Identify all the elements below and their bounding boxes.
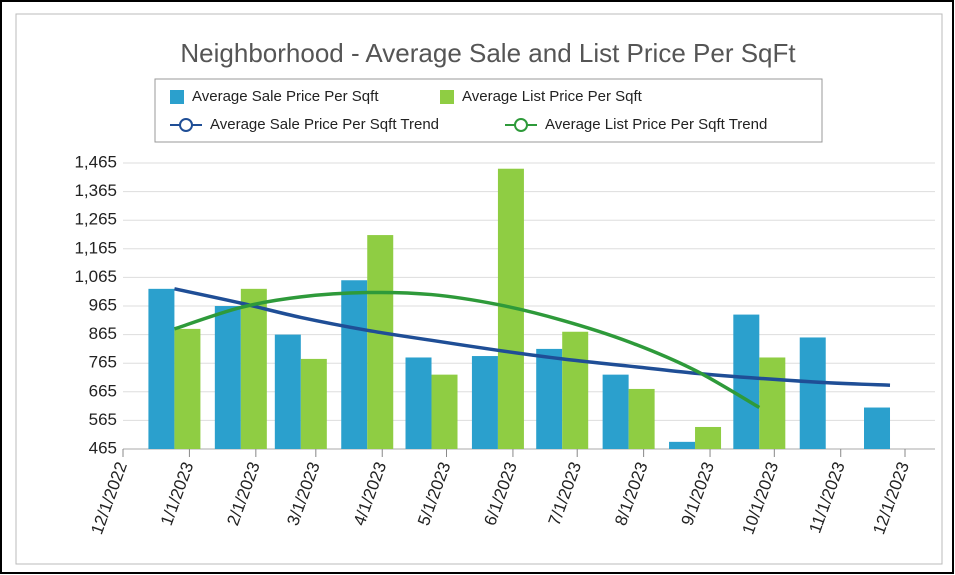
bar: [431, 374, 458, 449]
legend-label: Average Sale Price Per Sqft Trend: [210, 116, 439, 133]
legend-swatch: [170, 90, 184, 104]
y-tick-label: 765: [89, 353, 117, 372]
legend-marker: [179, 118, 193, 132]
bar: [536, 348, 563, 449]
bar: [148, 288, 175, 449]
legend-box: [154, 78, 823, 143]
chart-title: Neighborhood - Average Sale and List Pri…: [180, 38, 796, 68]
bar: [174, 328, 201, 449]
bar: [602, 374, 629, 449]
trend-line: [173, 290, 761, 410]
y-tick-label: 1,165: [74, 238, 117, 257]
y-tick-label: 865: [89, 324, 117, 343]
trend-line: [174, 287, 891, 387]
legend-swatch: [440, 90, 454, 104]
y-tick-label: 465: [89, 438, 117, 457]
bar: [471, 356, 498, 449]
bar: [214, 306, 241, 449]
y-tick-label: 565: [89, 410, 117, 429]
inner-frame: [15, 13, 943, 565]
y-tick-label: 1,465: [74, 152, 117, 171]
legend-label: Average List Price Per Sqft Trend: [545, 116, 767, 133]
y-tick-label: 665: [89, 381, 117, 400]
bar: [733, 314, 760, 449]
bar: [695, 426, 722, 449]
bar: [240, 288, 267, 449]
y-tick-label: 1,365: [74, 181, 117, 200]
bar: [405, 357, 432, 449]
bar: [367, 235, 394, 449]
legend-label: Average Sale Price Per Sqft: [192, 88, 379, 105]
bar: [864, 407, 891, 449]
bar: [274, 334, 301, 449]
y-tick-label: 965: [89, 295, 117, 314]
legend-label: Average List Price Per Sqft: [462, 88, 643, 105]
legend-marker: [514, 118, 528, 132]
bar: [628, 388, 655, 449]
y-tick-label: 1,065: [74, 267, 117, 286]
bar: [669, 441, 696, 449]
bar: [759, 357, 786, 449]
bar: [562, 331, 589, 449]
bar: [300, 358, 327, 449]
bar: [341, 280, 368, 449]
bar: [799, 337, 826, 449]
y-tick-label: 1,265: [74, 210, 117, 229]
